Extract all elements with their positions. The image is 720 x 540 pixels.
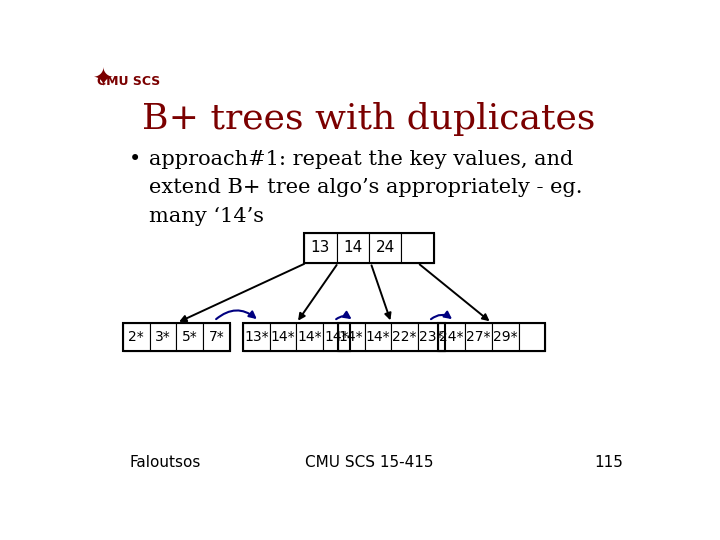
Bar [369,233,401,263]
Text: 14*: 14* [271,330,295,344]
Bar [438,323,465,352]
Bar [418,323,445,352]
Bar [305,233,337,263]
Bar [492,323,518,352]
Text: many ‘14’s: many ‘14’s [148,207,264,226]
Bar [150,323,176,352]
Text: 2*: 2* [128,330,144,344]
Text: 115: 115 [594,455,623,470]
Bar [465,323,492,352]
Bar [438,323,545,352]
Text: CMU SCS: CMU SCS [97,75,161,88]
Text: 14*: 14* [366,330,390,344]
Text: •: • [129,150,141,169]
Bar [392,323,418,352]
Bar [123,323,230,352]
Text: 3*: 3* [156,330,171,344]
Bar [270,323,297,352]
Text: 14*: 14* [297,330,322,344]
Text: 24: 24 [376,240,395,255]
Bar [337,233,369,263]
Bar [203,323,230,352]
Bar [123,323,150,352]
Text: B+ trees with duplicates: B+ trees with duplicates [143,102,595,136]
Text: 23*: 23* [419,330,444,344]
Text: CMU SCS 15-415: CMU SCS 15-415 [305,455,433,470]
Text: Faloutsos: Faloutsos [129,455,200,470]
FancyArrowPatch shape [216,310,255,319]
Text: approach#1: repeat the key values, and: approach#1: repeat the key values, and [148,150,573,169]
Text: extend B+ tree algo’s appropriately - eg.: extend B+ tree algo’s appropriately - eg… [148,178,582,197]
Text: 13*: 13* [244,330,269,344]
Bar [364,323,392,352]
Bar [176,323,203,352]
Bar [338,323,445,352]
Bar [518,323,545,352]
Bar [243,323,350,352]
Bar [297,323,323,352]
Bar [401,233,433,263]
Text: 7*: 7* [209,330,225,344]
Bar [305,233,433,263]
Text: 29*: 29* [492,330,518,344]
Bar [338,323,364,352]
Text: 13: 13 [311,240,330,255]
Bar [323,323,350,352]
Text: 22*: 22* [392,330,417,344]
Text: 27*: 27* [466,330,490,344]
Text: 24*: 24* [439,330,464,344]
Bar [243,323,270,352]
Text: 14: 14 [343,240,362,255]
Text: 14*: 14* [339,330,364,344]
Text: 14*: 14* [324,330,349,344]
FancyArrowPatch shape [431,312,450,319]
FancyArrowPatch shape [336,312,350,319]
Text: 5*: 5* [182,330,198,344]
